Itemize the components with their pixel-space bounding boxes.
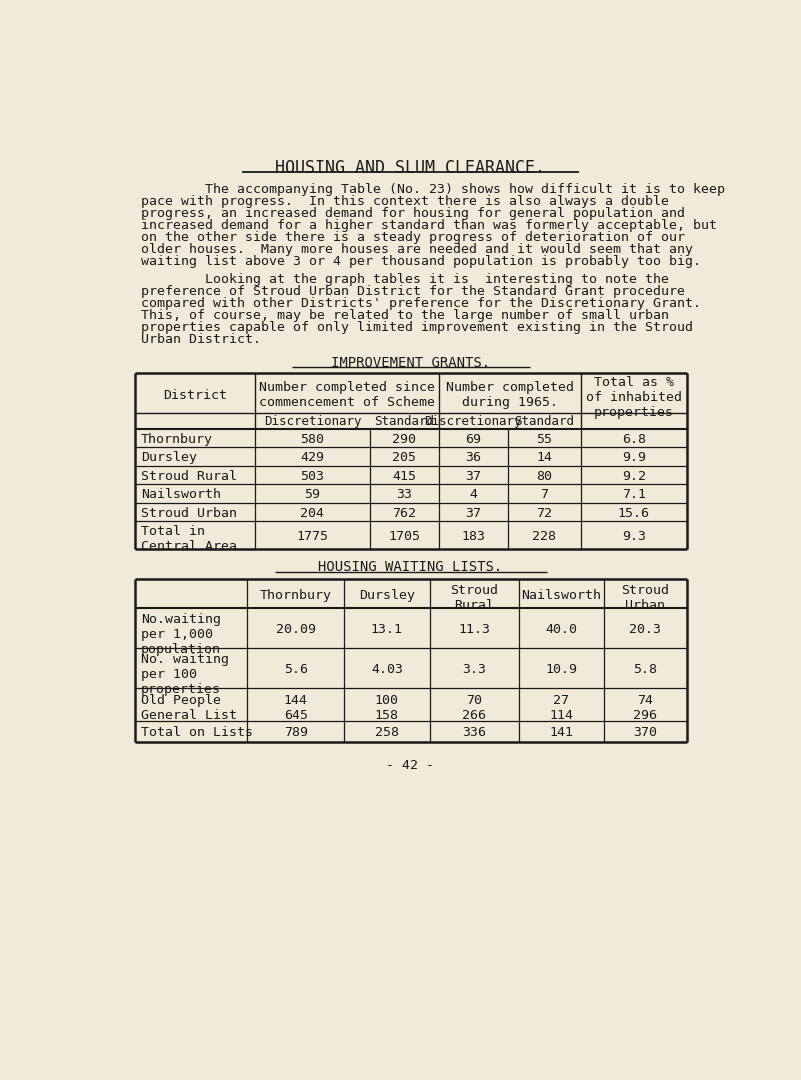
- Text: 429: 429: [300, 451, 324, 464]
- Text: Standard: Standard: [374, 415, 434, 428]
- Text: 1775: 1775: [296, 530, 328, 543]
- Text: Stroud
Urban: Stroud Urban: [622, 583, 670, 611]
- Text: Discretionary: Discretionary: [425, 415, 522, 428]
- Text: Discretionary: Discretionary: [264, 415, 361, 428]
- Text: Number completed
during 1965.: Number completed during 1965.: [445, 381, 574, 409]
- Text: Stroud Urban: Stroud Urban: [141, 507, 237, 519]
- Text: Standard: Standard: [514, 415, 574, 428]
- Text: 15.6: 15.6: [618, 507, 650, 519]
- Text: 80: 80: [536, 470, 552, 483]
- Text: 370: 370: [634, 727, 658, 740]
- Text: 5.8: 5.8: [634, 663, 658, 676]
- Text: 100
158: 100 158: [375, 694, 399, 723]
- Text: Looking at the graph tables it is  interesting to note the: Looking at the graph tables it is intere…: [141, 273, 669, 286]
- Text: 69: 69: [465, 433, 481, 446]
- Text: HOUSING WAITING LISTS.: HOUSING WAITING LISTS.: [318, 561, 502, 575]
- Text: 415: 415: [392, 470, 417, 483]
- Text: 9.2: 9.2: [622, 470, 646, 483]
- Text: pace with progress.  In this context there is also always a double: pace with progress. In this context ther…: [141, 195, 669, 208]
- Text: No. waiting
per 100
properties: No. waiting per 100 properties: [141, 653, 229, 697]
- Text: 36: 36: [465, 451, 481, 464]
- Text: 290: 290: [392, 433, 417, 446]
- Text: 4: 4: [469, 488, 477, 501]
- Text: 144
645: 144 645: [284, 694, 308, 723]
- Text: 37: 37: [465, 507, 481, 519]
- Text: 59: 59: [304, 488, 320, 501]
- Text: HOUSING AND SLUM CLEARANCE.: HOUSING AND SLUM CLEARANCE.: [275, 159, 545, 177]
- Text: This, of course, may be related to the large number of small urban: This, of course, may be related to the l…: [141, 309, 669, 322]
- Text: 7: 7: [540, 488, 548, 501]
- Text: 14: 14: [536, 451, 552, 464]
- Text: 580: 580: [300, 433, 324, 446]
- Text: 6.8: 6.8: [622, 433, 646, 446]
- Text: 74
296: 74 296: [634, 694, 658, 723]
- Text: 13.1: 13.1: [371, 623, 403, 636]
- Text: 503: 503: [300, 470, 324, 483]
- Text: Nailsworth: Nailsworth: [141, 488, 221, 501]
- Text: 37: 37: [465, 470, 481, 483]
- Text: Dursley: Dursley: [359, 589, 415, 602]
- Text: 336: 336: [462, 727, 486, 740]
- Text: 205: 205: [392, 451, 417, 464]
- Text: Urban District.: Urban District.: [141, 333, 261, 346]
- Text: 10.9: 10.9: [545, 663, 578, 676]
- Text: Stroud Rural: Stroud Rural: [141, 470, 237, 483]
- Text: Total on Lists: Total on Lists: [141, 727, 253, 740]
- Text: Stroud
Rural: Stroud Rural: [450, 583, 498, 611]
- Text: Thornbury: Thornbury: [260, 589, 332, 602]
- Text: 11.3: 11.3: [458, 623, 490, 636]
- Text: District: District: [163, 389, 227, 402]
- Text: 1705: 1705: [388, 530, 421, 543]
- Text: Nailsworth: Nailsworth: [521, 589, 602, 602]
- Text: 72: 72: [536, 507, 552, 519]
- Text: 762: 762: [392, 507, 417, 519]
- Text: Thornbury: Thornbury: [141, 433, 213, 446]
- Text: progress, an increased demand for housing for general population and: progress, an increased demand for housin…: [141, 207, 685, 220]
- Text: No.waiting
per 1,000
population: No.waiting per 1,000 population: [141, 613, 221, 657]
- Text: 789: 789: [284, 727, 308, 740]
- Text: Total in
Central Area: Total in Central Area: [141, 525, 237, 553]
- Text: The accompanying Table (No. 23) shows how difficult it is to keep: The accompanying Table (No. 23) shows ho…: [141, 184, 725, 197]
- Text: 4.03: 4.03: [371, 663, 403, 676]
- Text: Old People
General List: Old People General List: [141, 694, 237, 723]
- Text: 27
114: 27 114: [549, 694, 574, 723]
- Text: 20.3: 20.3: [630, 623, 662, 636]
- Text: 33: 33: [396, 488, 413, 501]
- Text: 141: 141: [549, 727, 574, 740]
- Text: 20.09: 20.09: [276, 623, 316, 636]
- Text: older houses.  Many more houses are needed and it would seem that any: older houses. Many more houses are neede…: [141, 243, 693, 256]
- Text: compared with other Districts' preference for the Discretionary Grant.: compared with other Districts' preferenc…: [141, 297, 701, 310]
- Text: 183: 183: [461, 530, 485, 543]
- Text: 5.6: 5.6: [284, 663, 308, 676]
- Text: IMPROVEMENT GRANTS.: IMPROVEMENT GRANTS.: [331, 355, 489, 369]
- Text: - 42 -: - 42 -: [386, 759, 434, 772]
- Text: increased demand for a higher standard than was formerly acceptable, but: increased demand for a higher standard t…: [141, 219, 717, 232]
- Text: 7.1: 7.1: [622, 488, 646, 501]
- Text: Dursley: Dursley: [141, 451, 197, 464]
- Text: 9.3: 9.3: [622, 530, 646, 543]
- Text: waiting list above 3 or 4 per thousand population is probably too big.: waiting list above 3 or 4 per thousand p…: [141, 255, 701, 268]
- Text: Number completed since
commencement of Scheme: Number completed since commencement of S…: [259, 381, 435, 409]
- Text: 70
266: 70 266: [462, 694, 486, 723]
- Text: 40.0: 40.0: [545, 623, 578, 636]
- Text: Total as %
of inhabited
properties: Total as % of inhabited properties: [586, 377, 682, 419]
- Text: 204: 204: [300, 507, 324, 519]
- Text: on the other side there is a steady progress of deterioration of our: on the other side there is a steady prog…: [141, 231, 685, 244]
- Text: 228: 228: [532, 530, 556, 543]
- Text: preference of Stroud Urban District for the Standard Grant procedure: preference of Stroud Urban District for …: [141, 285, 685, 298]
- Text: 3.3: 3.3: [462, 663, 486, 676]
- Text: 55: 55: [536, 433, 552, 446]
- Text: 258: 258: [375, 727, 399, 740]
- Text: 9.9: 9.9: [622, 451, 646, 464]
- Text: properties capable of only limited improvement existing in the Stroud: properties capable of only limited impro…: [141, 321, 693, 334]
